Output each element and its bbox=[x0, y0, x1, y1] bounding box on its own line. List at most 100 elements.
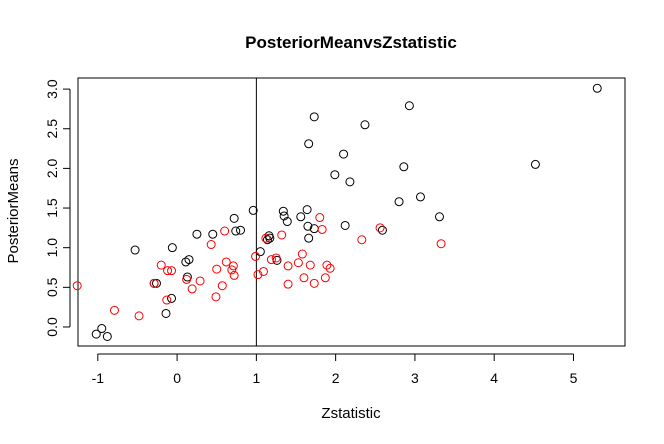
data-point-red bbox=[195, 276, 205, 286]
data-point-black bbox=[262, 235, 272, 245]
chart-title: PosteriorMeanvsZstatistic bbox=[245, 33, 457, 52]
data-point-black bbox=[130, 245, 140, 255]
data-point-red bbox=[322, 260, 332, 270]
data-point-red bbox=[283, 279, 293, 289]
data-point-red bbox=[253, 270, 263, 280]
data-point-red bbox=[277, 230, 287, 240]
data-point-black bbox=[404, 101, 414, 111]
y-axis: 0.0 0.5 1.0 1.5 2.0 2.5 3.0 bbox=[44, 79, 71, 337]
data-point-black bbox=[184, 255, 194, 265]
data-point-black bbox=[97, 324, 107, 334]
data-point-red bbox=[221, 257, 231, 267]
data-point-black bbox=[434, 212, 444, 222]
data-point-black bbox=[181, 257, 191, 267]
data-point-black bbox=[303, 221, 313, 231]
x-tick-label: 0 bbox=[173, 370, 181, 386]
data-point-red bbox=[206, 240, 216, 250]
y-tick-label: 2.5 bbox=[44, 119, 60, 139]
data-point-black bbox=[360, 120, 370, 130]
data-point-black bbox=[415, 192, 425, 202]
x-axis: -1 0 1 2 3 4 5 bbox=[92, 353, 578, 386]
data-point-red bbox=[261, 233, 271, 243]
data-point-black bbox=[399, 162, 409, 172]
y-tick-label: 2.0 bbox=[44, 158, 60, 178]
data-point-black bbox=[278, 206, 288, 216]
data-point-black bbox=[345, 177, 355, 187]
data-point-red bbox=[228, 261, 238, 271]
data-point-red bbox=[134, 311, 144, 321]
data-point-red bbox=[309, 278, 319, 288]
data-point-red bbox=[283, 261, 293, 271]
x-tick-label: 3 bbox=[411, 370, 419, 386]
data-point-red bbox=[182, 274, 192, 284]
data-point-black bbox=[248, 205, 258, 215]
data-point-black bbox=[282, 217, 292, 227]
data-point-red bbox=[212, 264, 222, 274]
data-point-black bbox=[304, 139, 314, 149]
data-point-black bbox=[231, 226, 241, 236]
y-tick-label: 0.0 bbox=[44, 317, 60, 337]
data-point-black bbox=[192, 229, 202, 239]
y-tick-label: 1.0 bbox=[44, 238, 60, 258]
x-tick-label: 4 bbox=[490, 370, 498, 386]
data-point-red bbox=[163, 266, 173, 276]
data-point-red bbox=[297, 249, 307, 259]
data-point-red bbox=[217, 281, 227, 291]
data-points bbox=[72, 83, 602, 341]
data-point-red bbox=[220, 226, 230, 236]
data-point-red bbox=[259, 266, 269, 276]
data-point-black bbox=[167, 293, 177, 303]
data-point-black bbox=[236, 225, 246, 235]
data-point-black bbox=[161, 308, 171, 318]
data-point-black bbox=[208, 229, 218, 239]
data-point-red bbox=[293, 258, 303, 268]
data-point-black bbox=[151, 278, 161, 288]
data-point-black bbox=[304, 233, 314, 243]
data-point-red bbox=[271, 253, 281, 263]
x-tick-label: 5 bbox=[570, 370, 578, 386]
data-point-black bbox=[339, 149, 349, 159]
data-point-black bbox=[530, 159, 540, 169]
data-point-red bbox=[305, 260, 315, 270]
data-point-red bbox=[357, 235, 367, 245]
x-axis-label: Zstatistic bbox=[321, 405, 381, 422]
data-point-red bbox=[109, 305, 119, 315]
data-point-red bbox=[149, 278, 159, 288]
data-point-black bbox=[91, 329, 101, 339]
data-point-red bbox=[436, 239, 446, 249]
data-point-red bbox=[187, 284, 197, 294]
data-point-black bbox=[102, 331, 112, 341]
data-point-red bbox=[72, 281, 82, 291]
data-point-black bbox=[309, 112, 319, 122]
plot-frame bbox=[77, 77, 626, 347]
y-tick-label: 3.0 bbox=[44, 79, 60, 99]
data-point-black bbox=[377, 225, 387, 235]
data-point-black bbox=[394, 197, 404, 207]
data-point-red bbox=[211, 292, 221, 302]
data-point-black bbox=[279, 211, 289, 221]
data-point-red bbox=[266, 255, 276, 265]
data-point-red bbox=[251, 251, 261, 261]
data-point-red bbox=[299, 273, 309, 283]
x-tick-label: 2 bbox=[332, 370, 340, 386]
data-point-black bbox=[265, 233, 275, 243]
data-point-black bbox=[592, 83, 602, 93]
data-point-black bbox=[340, 220, 350, 230]
data-point-red bbox=[227, 265, 237, 275]
data-point-red bbox=[162, 295, 172, 305]
data-point-red bbox=[167, 266, 177, 276]
data-point-red bbox=[325, 263, 335, 273]
y-axis-label: PosteriorMeans bbox=[5, 158, 22, 263]
data-point-black bbox=[330, 170, 340, 180]
y-tick-label: 0.5 bbox=[44, 277, 60, 297]
data-point-red bbox=[375, 223, 385, 233]
data-point-red bbox=[317, 224, 327, 234]
y-tick-label: 1.5 bbox=[44, 198, 60, 218]
x-tick-label: -1 bbox=[92, 370, 105, 386]
data-point-red bbox=[156, 260, 166, 270]
data-point-red bbox=[315, 213, 325, 223]
x-tick-label: 1 bbox=[252, 370, 260, 386]
data-point-black bbox=[229, 213, 239, 223]
data-point-black bbox=[167, 243, 177, 253]
